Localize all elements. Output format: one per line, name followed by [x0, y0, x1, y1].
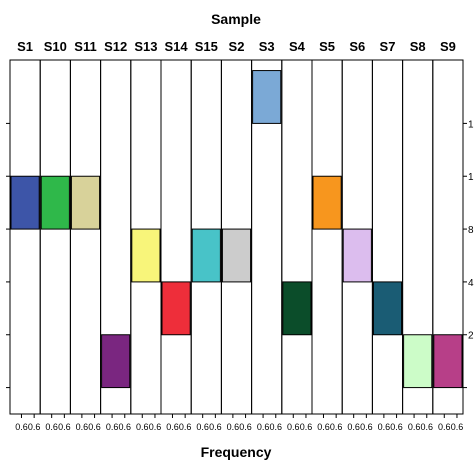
facet-label-s5: S5 — [319, 39, 335, 54]
bar-s10 — [40, 175, 70, 230]
bar-s14 — [161, 281, 191, 336]
bar-s13 — [131, 228, 161, 283]
x-tick-label: 0.6 — [300, 422, 313, 432]
x-axis-label: Frequency — [201, 444, 272, 460]
y-tick-label-right: 4 — [468, 278, 474, 289]
facet-label-s11: S11 — [74, 39, 96, 54]
facet-panel-s9 — [432, 59, 464, 415]
y-axis-right: 2 4 8 1 1 — [463, 119, 474, 389]
x-tick-label: 0.6 — [106, 422, 119, 432]
x-tick-label: 0.6 — [408, 422, 421, 432]
facet-panel-s10 — [39, 59, 71, 415]
facet-label-s6: S6 — [349, 39, 365, 54]
facet-panels — [9, 59, 464, 415]
facet-label-s4: S4 — [289, 39, 306, 54]
bar-s15 — [191, 228, 221, 283]
chart-title: Sample — [211, 11, 261, 27]
bar-s6 — [342, 228, 372, 283]
x-tick-label: 0.6 — [179, 422, 192, 432]
x-tick-label: 0.6 — [15, 422, 28, 432]
y-tick-label-right: 1 — [468, 172, 474, 183]
y-axis-left — [6, 122, 10, 389]
bar-s1 — [10, 175, 40, 230]
x-tick-label: 0.6 — [257, 422, 270, 432]
x-tick-label: 0.6 — [360, 422, 373, 432]
y-tick-label-right: 8 — [468, 225, 474, 236]
x-tick-label: 0.6 — [166, 422, 179, 432]
facet-label-s10: S10 — [44, 39, 67, 54]
x-tick-label: 0.6 — [149, 422, 162, 432]
bar-s5 — [312, 175, 342, 230]
facet-label-s1: S1 — [17, 39, 33, 54]
x-tick-label: 0.6 — [209, 422, 222, 432]
x-tick-label: 0.6 — [196, 422, 209, 432]
bar-s4 — [282, 281, 312, 336]
bar-s3 — [252, 70, 282, 124]
facet-label-s8: S8 — [410, 39, 426, 54]
facet-label-s14: S14 — [165, 39, 189, 54]
x-tick-label: 0.6 — [58, 422, 71, 432]
x-tick-label: 0.6 — [239, 422, 252, 432]
x-tick-label: 0.6 — [88, 422, 101, 432]
x-tick-label: 0.6 — [378, 422, 391, 432]
facet-panel-s11 — [69, 59, 102, 415]
bar-s12 — [101, 334, 131, 389]
x-tick-label: 0.6 — [451, 422, 464, 432]
x-tick-label: 0.6 — [270, 422, 283, 432]
facet-panel-s7 — [371, 59, 404, 415]
x-axis-ticks: 0.6 0.6 0.6 0.6 0.6 0.6 0.6 0.6 0.6 0.6 0.6 0.6 0.6 0… — [15, 414, 463, 432]
bar-s11 — [70, 175, 101, 230]
x-tick-label: 0.6 — [119, 422, 132, 432]
x-tick-label: 0.6 — [45, 422, 58, 432]
facet-label-s9: S9 — [440, 39, 456, 54]
facet-panel-s4 — [281, 59, 313, 415]
y-tick-label-right: 2 — [468, 331, 474, 342]
x-tick-label: 0.6 — [227, 422, 240, 432]
facet-label-s3: S3 — [259, 39, 275, 54]
y-tick-label-right: 1 — [468, 119, 474, 130]
x-tick-label: 0.6 — [76, 422, 89, 432]
x-tick-label: 0.6 — [287, 422, 300, 432]
x-tick-label: 0.6 — [438, 422, 451, 432]
x-tick-label: 0.6 — [28, 422, 41, 432]
x-tick-label: 0.6 — [330, 422, 343, 432]
facet-strip-labels: S1 S10 S11 S12 S13 S14 S15 S2 S3 S4 S5 S6 S7 S8 S9 — [17, 39, 456, 54]
facet-panel-s5 — [311, 59, 343, 415]
facet-label-s12: S12 — [104, 39, 127, 54]
facet-label-s15: S15 — [195, 39, 218, 54]
x-tick-label: 0.6 — [390, 422, 403, 432]
x-tick-label: 0.6 — [347, 422, 360, 432]
bar-s2 — [221, 228, 252, 283]
x-tick-label: 0.6 — [317, 422, 330, 432]
facet-panel-s14 — [160, 59, 192, 415]
x-tick-label: 0.6 — [136, 422, 149, 432]
bar-s7 — [372, 281, 403, 336]
facet-label-s2: S2 — [229, 39, 245, 54]
bar-s8 — [403, 334, 433, 389]
x-tick-label: 0.6 — [421, 422, 434, 432]
bar-s9 — [433, 334, 463, 389]
facet-label-s13: S13 — [134, 39, 157, 54]
facet-label-s7: S7 — [380, 39, 396, 54]
facet-panel-s1 — [9, 59, 41, 415]
